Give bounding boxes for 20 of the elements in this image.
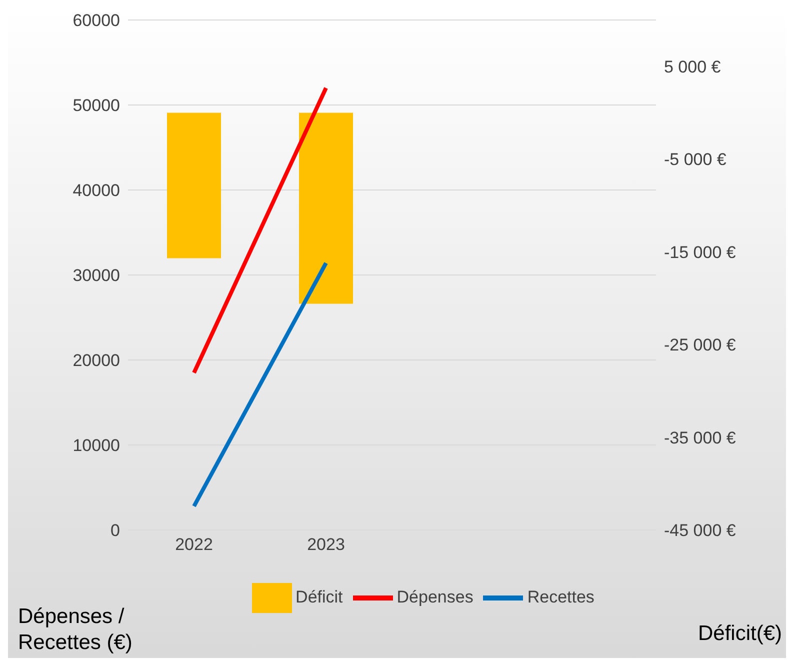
- y2-axis-title: Déficit(€): [698, 622, 782, 646]
- y-tick-label: 20000: [72, 351, 120, 370]
- y2-tick-label: -15 000 €: [664, 242, 736, 262]
- y-tick-label: 10000: [72, 436, 120, 456]
- y-tick-label: 60000: [72, 11, 120, 30]
- y-tick-label: 0: [110, 521, 120, 540]
- x-tick-label: 2022: [175, 535, 213, 554]
- y2-tick-label: 5 000 €: [664, 57, 722, 76]
- legend-label: Recettes: [527, 587, 594, 606]
- y-tick-label: 40000: [72, 181, 120, 200]
- y2-tick-label: -5 000 €: [664, 150, 727, 170]
- legend-label: Dépenses: [396, 587, 474, 606]
- y-tick-label: 50000: [72, 96, 120, 116]
- y-tick-label: 30000: [72, 266, 120, 286]
- legend-label: Déficit: [296, 587, 343, 606]
- y-axis-title: Dépenses / Recettes (€): [18, 604, 134, 656]
- x-tick-label: 2023: [307, 535, 345, 554]
- y2-tick-label: -35 000 €: [664, 428, 736, 448]
- y2-tick-label: -25 000 €: [664, 336, 736, 355]
- y2-tick-label: -45 000 €: [664, 521, 736, 540]
